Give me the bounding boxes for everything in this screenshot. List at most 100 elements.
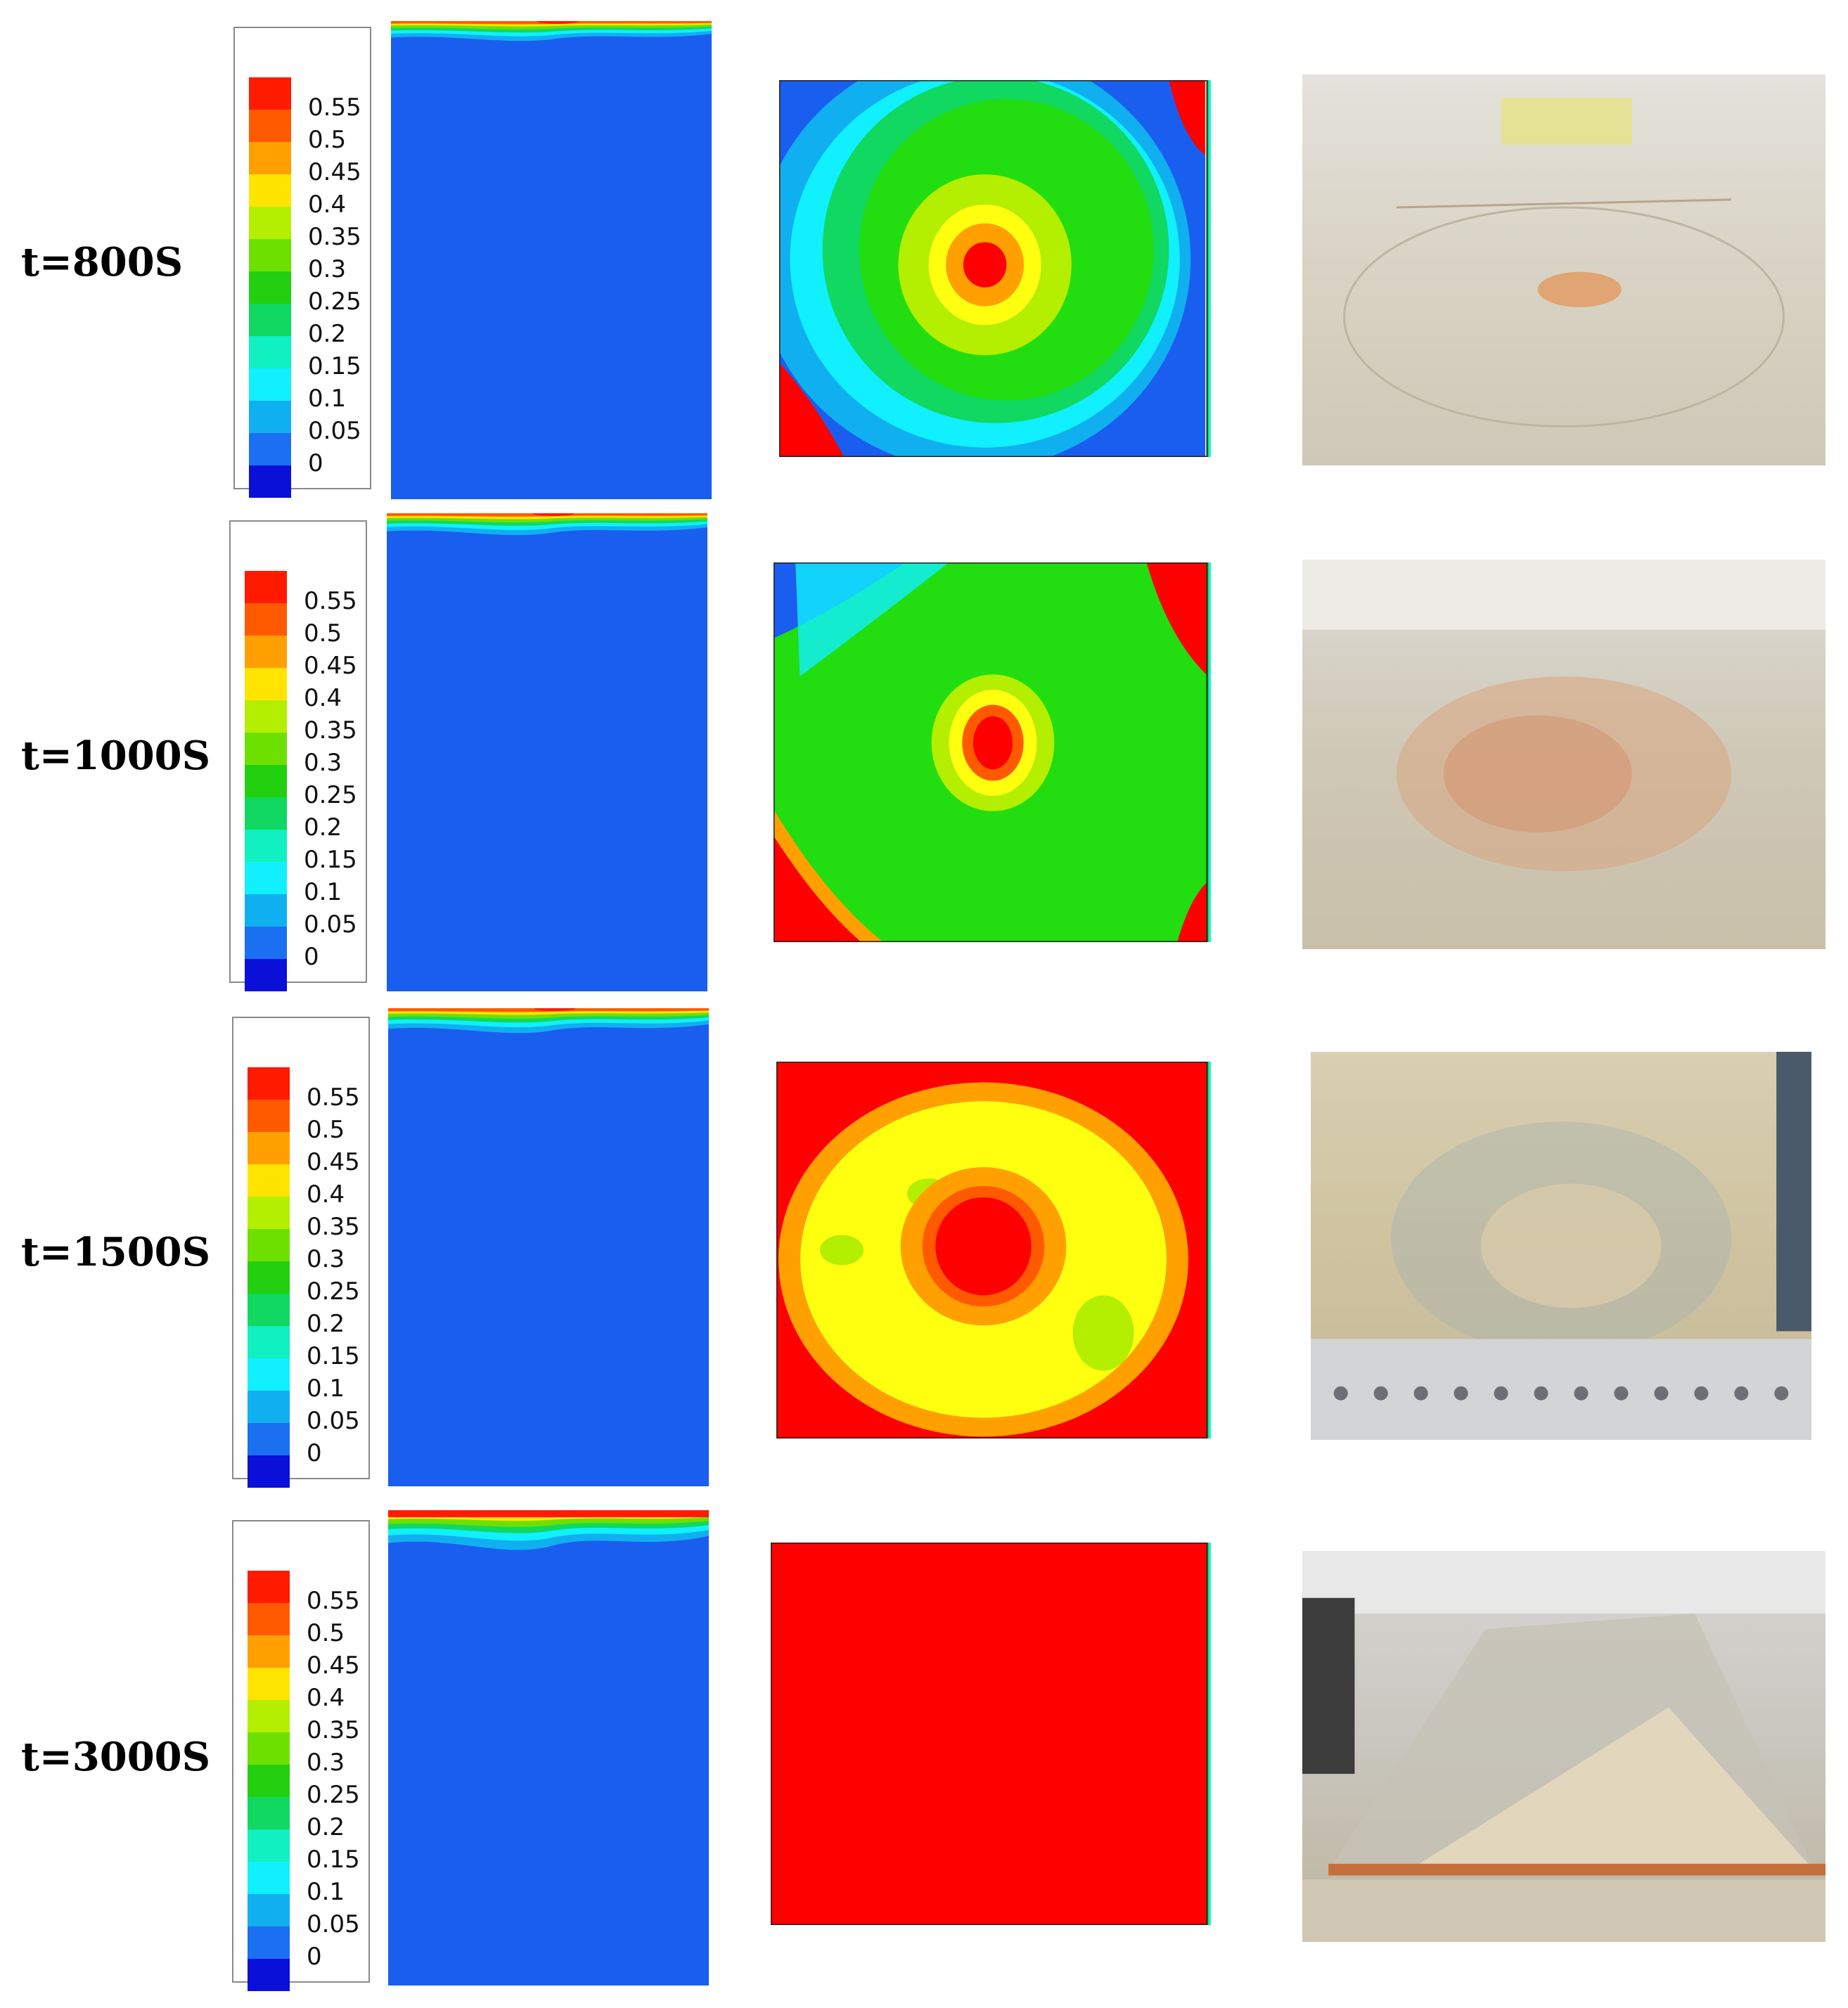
legend-tick-label: 0.2 [304,813,342,842]
legend-swatch [248,1067,290,1100]
contour-region [963,242,1007,288]
legend-tick-label: 0.45 [307,1148,360,1176]
top-view-contour [774,562,1212,942]
legend-swatch [245,571,287,603]
legend-swatch [245,927,287,959]
legend-tick-label: 0.15 [308,352,361,380]
legend-swatch [248,1100,290,1132]
legend-tick-label: 0.05 [308,417,361,445]
legend-tick-label: 0.2 [308,320,347,348]
top-view-contour [779,80,1212,457]
legend-swatch [245,959,287,991]
legend-tick-label: 0.3 [304,749,342,777]
legend-tick-label: 0.2 [307,1813,345,1841]
contour-region [935,1197,1032,1296]
legend-tick-label: 0.1 [307,1375,345,1403]
legend-tick-label: 0.2 [307,1310,345,1338]
legend-tick-label: 0.45 [307,1652,360,1680]
legend-tick-label: 0.55 [308,94,361,122]
row-t1500: t=1500S 0.55 0.5 0.45 0.4 0.35 0.3 0.25 0.2 0.15… [0,1001,1848,1493]
legend-tick-label: 0.15 [304,846,357,874]
legend-tick-label: 0.5 [308,126,347,154]
legend-tick-label: 0.3 [307,1749,345,1777]
legend-tick-label: 0.35 [307,1213,360,1241]
sediment-patch [1537,271,1622,307]
legend-swatch [248,1765,290,1797]
legend-tick-label: 0.4 [307,1684,345,1712]
legend-swatch [248,1164,290,1197]
side-view-contour [391,21,712,499]
legend-tick-label: 0.5 [304,619,342,648]
legend-swatch [249,368,291,401]
legend-tick-label: 0.05 [304,910,357,939]
legend-swatch [245,862,287,894]
legend-swatch [248,1700,290,1732]
legend-swatch [249,401,291,433]
legend-swatch [245,765,287,797]
experiment-photo [1302,1551,1825,1942]
legend-swatch [249,239,291,271]
legend-swatch [249,110,291,142]
legend-swatch [249,433,291,465]
colorbar-legend: 0.55 0.5 0.45 0.4 0.35 0.3 0.25 0.2 0.15 0.1 0.05 0 [232,1520,370,1991]
legend-swatch [249,465,291,498]
time-label: t=1000S [21,733,211,779]
legend-swatch [249,271,291,304]
legend-swatch [245,636,287,668]
legend-tick-label: 0.55 [304,587,357,615]
legend-tick-label: 0.15 [307,1846,360,1874]
legend-swatch [248,1926,290,1959]
legend-tick-label: 0.55 [307,1083,360,1112]
legend-swatch [249,77,291,110]
legend-tick-label: 0.4 [308,191,347,219]
legend-swatch [248,1261,290,1294]
legend-tick-label: 0 [307,1439,322,1467]
legend-tick-label: 0.1 [307,1878,345,1906]
legend-swatch [248,1571,290,1603]
legend-swatch [248,1455,290,1488]
legend-tick-label: 0.05 [307,1910,360,1938]
legend-swatch [248,1959,290,1991]
time-label: t=3000S [21,1734,211,1780]
legend-tick-label: 0.45 [304,652,357,680]
contour-region [1072,1295,1134,1371]
legend-swatch [248,1358,290,1391]
legend-tick-label: 0.5 [307,1619,345,1647]
legend-swatch [248,1797,290,1829]
legend-tick-label: 0.1 [304,878,342,906]
contour-region [973,716,1013,770]
legend-swatch [245,668,287,700]
top-view-contour [771,1543,1212,1925]
legend-tick-label: 0 [304,943,319,971]
experiment-photo [1302,560,1825,949]
legend-tick-label: 0.25 [308,288,361,316]
experiment-photo [1311,1052,1811,1440]
legend-swatch [248,1197,290,1229]
contour-region [771,1543,1207,1925]
legend-tick-label: 0.3 [308,255,347,283]
legend-swatch [248,1732,290,1765]
legend-swatch [245,894,287,927]
row-t3000: t=3000S 0.55 0.5 0.45 0.4 0.35 0.3 0.25 0.2 0.15… [0,1502,1848,1994]
legend-tick-label: 0.25 [304,781,357,809]
legend-tick-label: 0.5 [307,1116,345,1144]
legend-swatch [248,1635,290,1668]
legend-tick-label: 0.4 [304,684,342,712]
side-contour-band [537,21,579,24]
legend-tick-label: 0.55 [307,1587,360,1615]
colorbar-legend: 0.55 0.5 0.45 0.4 0.35 0.3 0.25 0.2 0.15 0.1 0.05 0 [233,27,371,498]
legend-swatch [248,1894,290,1926]
side-contour-band [532,513,575,516]
side-contour-band [388,1510,709,1517]
side-contour-band [534,1008,577,1011]
experiment-photo [1302,75,1825,465]
time-label: t=1500S [21,1229,211,1275]
legend-tick-label: 0.1 [308,385,347,413]
legend-tick-label: 0.25 [307,1277,360,1306]
legend-tick-label: 0 [307,1943,322,1971]
legend-tick-label: 0.45 [308,158,361,186]
legend-tick-label: 0.4 [307,1180,345,1209]
time-label: t=800S [21,239,184,285]
legend-tick-label: 0.35 [307,1716,360,1744]
legend-tick-label: 0.3 [307,1245,345,1273]
